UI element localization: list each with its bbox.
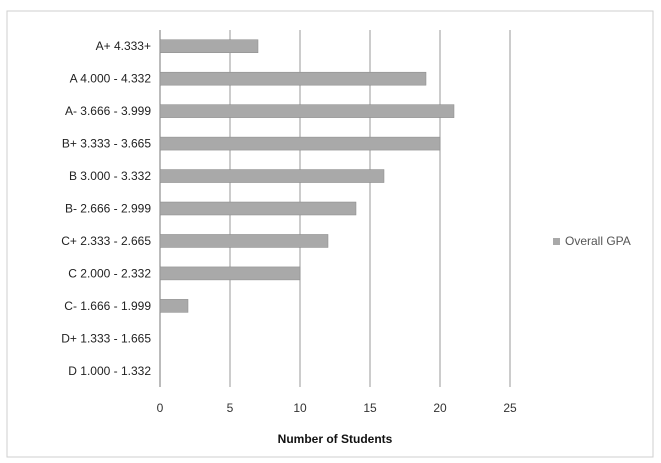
x-axis-title: Number of Students: [278, 432, 393, 446]
bar: [159, 71, 427, 86]
category-label: D 1.000 - 1.332: [68, 364, 151, 378]
bar: [159, 299, 189, 313]
bar: [159, 136, 441, 151]
bar: [159, 39, 259, 53]
category-label: A 4.000 - 4.332: [70, 72, 152, 86]
bar: [159, 234, 329, 248]
x-tick-labels: 0 5 10 15 20 25: [157, 401, 517, 415]
legend-label: Overall GPA: [565, 234, 631, 248]
bar: [159, 104, 455, 118]
x-tick-label: 0: [157, 401, 164, 415]
legend: Overall GPA: [553, 234, 631, 248]
bar: [159, 169, 385, 183]
category-label: B 3.000 - 3.332: [69, 169, 151, 183]
category-label: C 2.000 - 2.332: [68, 266, 151, 280]
x-tick-label: 10: [293, 401, 307, 415]
gridlines: [159, 30, 511, 387]
category-labels: A+ 4.333+ A 4.000 - 4.332 A- 3.666 - 3.999…: [61, 39, 151, 378]
bar: [159, 201, 357, 216]
category-label: B+ 3.333 - 3.665: [62, 137, 151, 151]
category-label: D+ 1.333 - 1.665: [61, 331, 151, 345]
x-tick-label: 20: [433, 401, 447, 415]
bars: [159, 39, 455, 313]
category-label: C- 1.666 - 1.999: [64, 299, 151, 313]
x-tick-label: 15: [363, 401, 377, 415]
category-label: A+ 4.333+: [96, 39, 151, 53]
legend-swatch: [553, 238, 560, 245]
category-label: C+ 2.333 - 2.665: [61, 234, 151, 248]
x-tick-label: 25: [503, 401, 517, 415]
bar: [159, 266, 301, 281]
x-tick-label: 5: [227, 401, 234, 415]
category-label: A- 3.666 - 3.999: [65, 104, 151, 118]
category-label: B- 2.666 - 2.999: [65, 202, 151, 216]
